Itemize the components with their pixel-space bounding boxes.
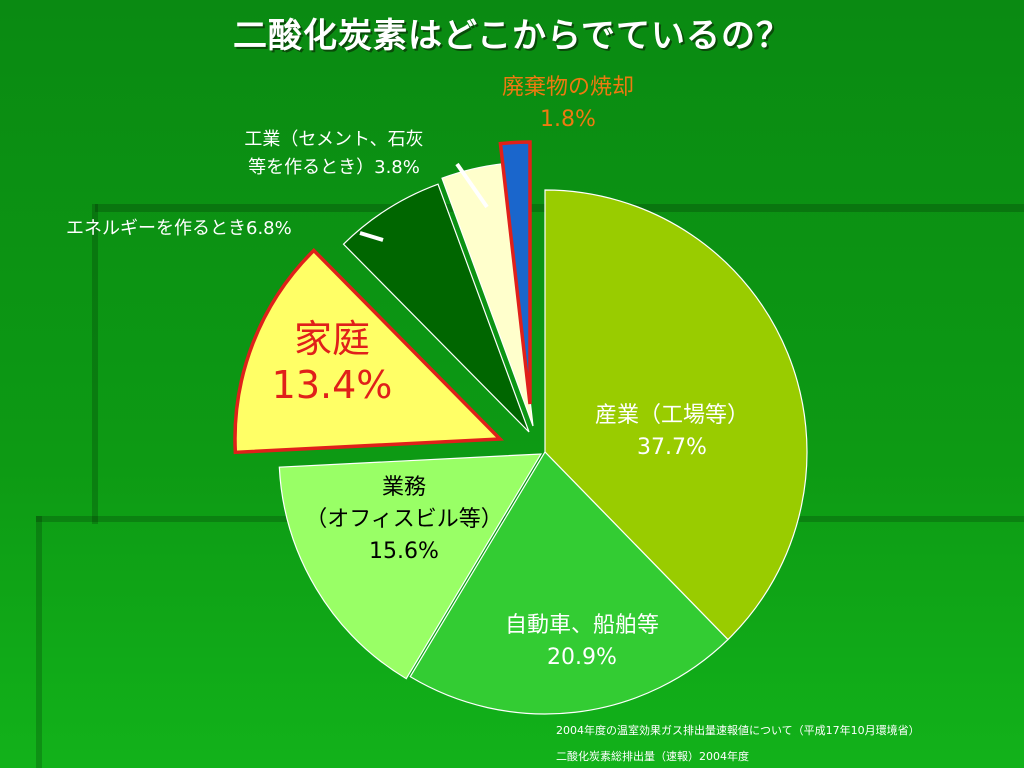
page-title: 二酸化炭素はどこからでているの？ [233,16,791,56]
data-label-vehicles-value: 20.9% [547,645,617,670]
data-label-cement-name: 等を作るとき）3.8% [248,157,420,178]
leader-line-cement [455,162,489,209]
data-label-waste-name: 廃棄物の焼却 [502,75,634,100]
pie-slice-vehicles [409,451,729,715]
leader-line-energy [359,231,384,242]
data-label-household-name: 家庭 [294,317,370,361]
background-band-bottom-left [36,516,42,768]
background-band-left [92,204,98,524]
pie-slice-household [233,247,504,455]
data-label-business-name: （オフィスビル等） [305,507,503,532]
footer-source: 2004年度の温室効果ガス排出量速報値について（平成17年10月環境省） [556,724,920,737]
pie-slice-waste [498,140,532,405]
data-label-business-value: 15.6% [369,539,439,564]
data-label-industry-name: 産業（工場等） [595,403,749,428]
data-label-vehicles-name: 自動車、船舶等 [505,613,659,638]
pie-slice-business [278,453,543,680]
data-label-business-name: 業務 [382,475,426,500]
pie-slice-industry [544,189,808,641]
footer-caption: 二酸化炭素総排出量（速報）2004年度 [556,750,749,763]
data-label-industry-value: 37.7% [637,435,707,460]
data-label-waste-value: 1.8% [540,107,596,132]
data-label-cement-name: 工業（セメント、石灰 [244,129,423,150]
pie-slice-energy [342,183,530,433]
data-label-energy-name: エネルギーを作るとき6.8% [66,218,292,239]
data-label-household-value: 13.4% [272,363,393,407]
